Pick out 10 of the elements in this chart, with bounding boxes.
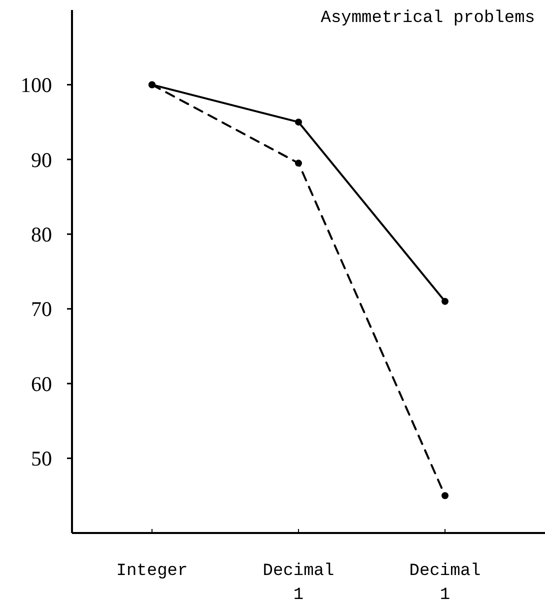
y-tick-label: 80 bbox=[31, 222, 52, 246]
y-tick-label: 100 bbox=[20, 73, 52, 98]
chart-title: Asymmetrical problems bbox=[320, 9, 535, 28]
y-tick-label: 90 bbox=[31, 148, 52, 172]
x-tick-label: Decimal 1 bbox=[409, 562, 481, 605]
x-tick-label: Integer bbox=[116, 562, 188, 581]
y-tick-label: 50 bbox=[31, 446, 52, 471]
y-tick-label: 60 bbox=[31, 372, 52, 396]
x-tick-label: Decimal 1 bbox=[262, 562, 334, 605]
y-tick-label: 70 bbox=[31, 297, 52, 322]
